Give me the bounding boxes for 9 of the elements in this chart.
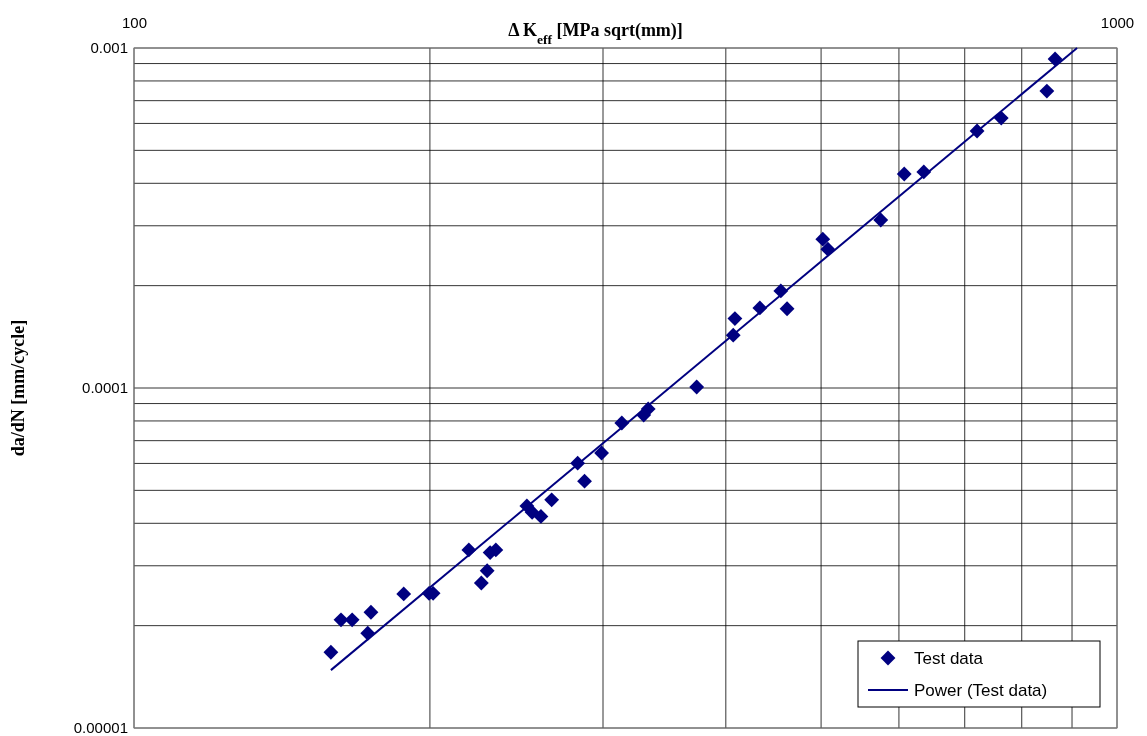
x-axis-title: Δ K$_{eff}$ [MPa sqrt(mm)] [508,20,683,47]
legend-label: Power (Test data) [914,681,1048,700]
x-tick-label: 100 [121,14,148,31]
y-tick-label: 0.00001 [73,719,128,736]
y-tick-label: 0.0001 [82,379,128,397]
x-tick-label: 1000 [1100,14,1135,31]
y-tick-label: 0.001 [90,39,128,57]
y-axis-title: da/dN [mm/cycle] [8,319,28,457]
legend-label: Test data [914,649,984,668]
